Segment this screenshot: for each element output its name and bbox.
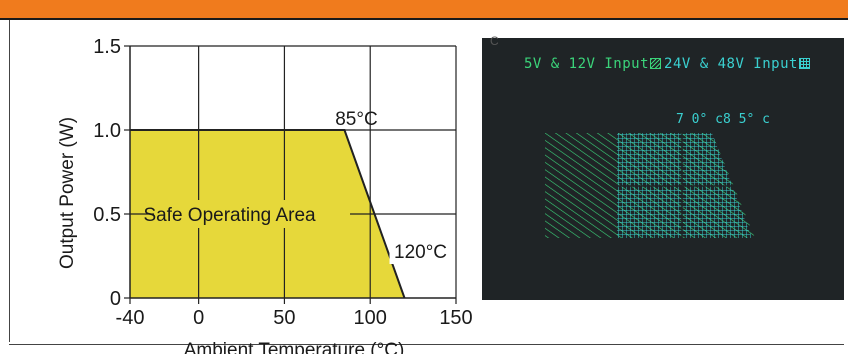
y-tick-label: 0 (110, 288, 121, 310)
x-tick-label: 0 (193, 307, 204, 329)
overlay-panel: C 5V & 12V Input 24V & 48V Input 7 0° c8 … (482, 34, 844, 300)
overlay-hatch-graphic (545, 133, 755, 238)
frame-left-border (9, 20, 10, 342)
derating-curve-line (130, 129, 406, 299)
x-tick-label: 100 (354, 307, 387, 329)
y-axis-label: Output Power (W) (57, 117, 78, 269)
legend-swatch-cyan (798, 58, 810, 69)
annotation-120c: 120°C (394, 242, 447, 263)
x-tick-label: -40 (116, 307, 145, 329)
overlay-temperature-labels: 7 0° c8 5° c (676, 112, 770, 127)
legend-swatch-green (650, 58, 662, 69)
top-bar (0, 0, 848, 20)
legend-label-5v-12v: 5V & 12V Input (524, 56, 650, 72)
annotation-120c-bg (389, 236, 452, 264)
overlay-legend: 5V & 12V Input 24V & 48V Input (524, 56, 813, 72)
annotation-soa-bg (154, 200, 351, 228)
annotation-soa: Safe Operating Area (143, 205, 316, 226)
y-tick-label: 0.5 (93, 204, 121, 226)
x-tick-label: 50 (273, 307, 295, 329)
y-tick-label: 1.0 (93, 120, 121, 142)
annotation-85c: 85°C (335, 109, 377, 130)
y-tick-label: 1.5 (93, 36, 121, 58)
x-axis-label: Ambient Temperature (°C) (184, 340, 405, 354)
frame-bottom-border (9, 344, 844, 345)
legend-label-24v-48v: 24V & 48V Input (664, 56, 798, 72)
overlay-ghost-mark: C (490, 34, 499, 48)
x-tick-label: 150 (439, 307, 472, 329)
